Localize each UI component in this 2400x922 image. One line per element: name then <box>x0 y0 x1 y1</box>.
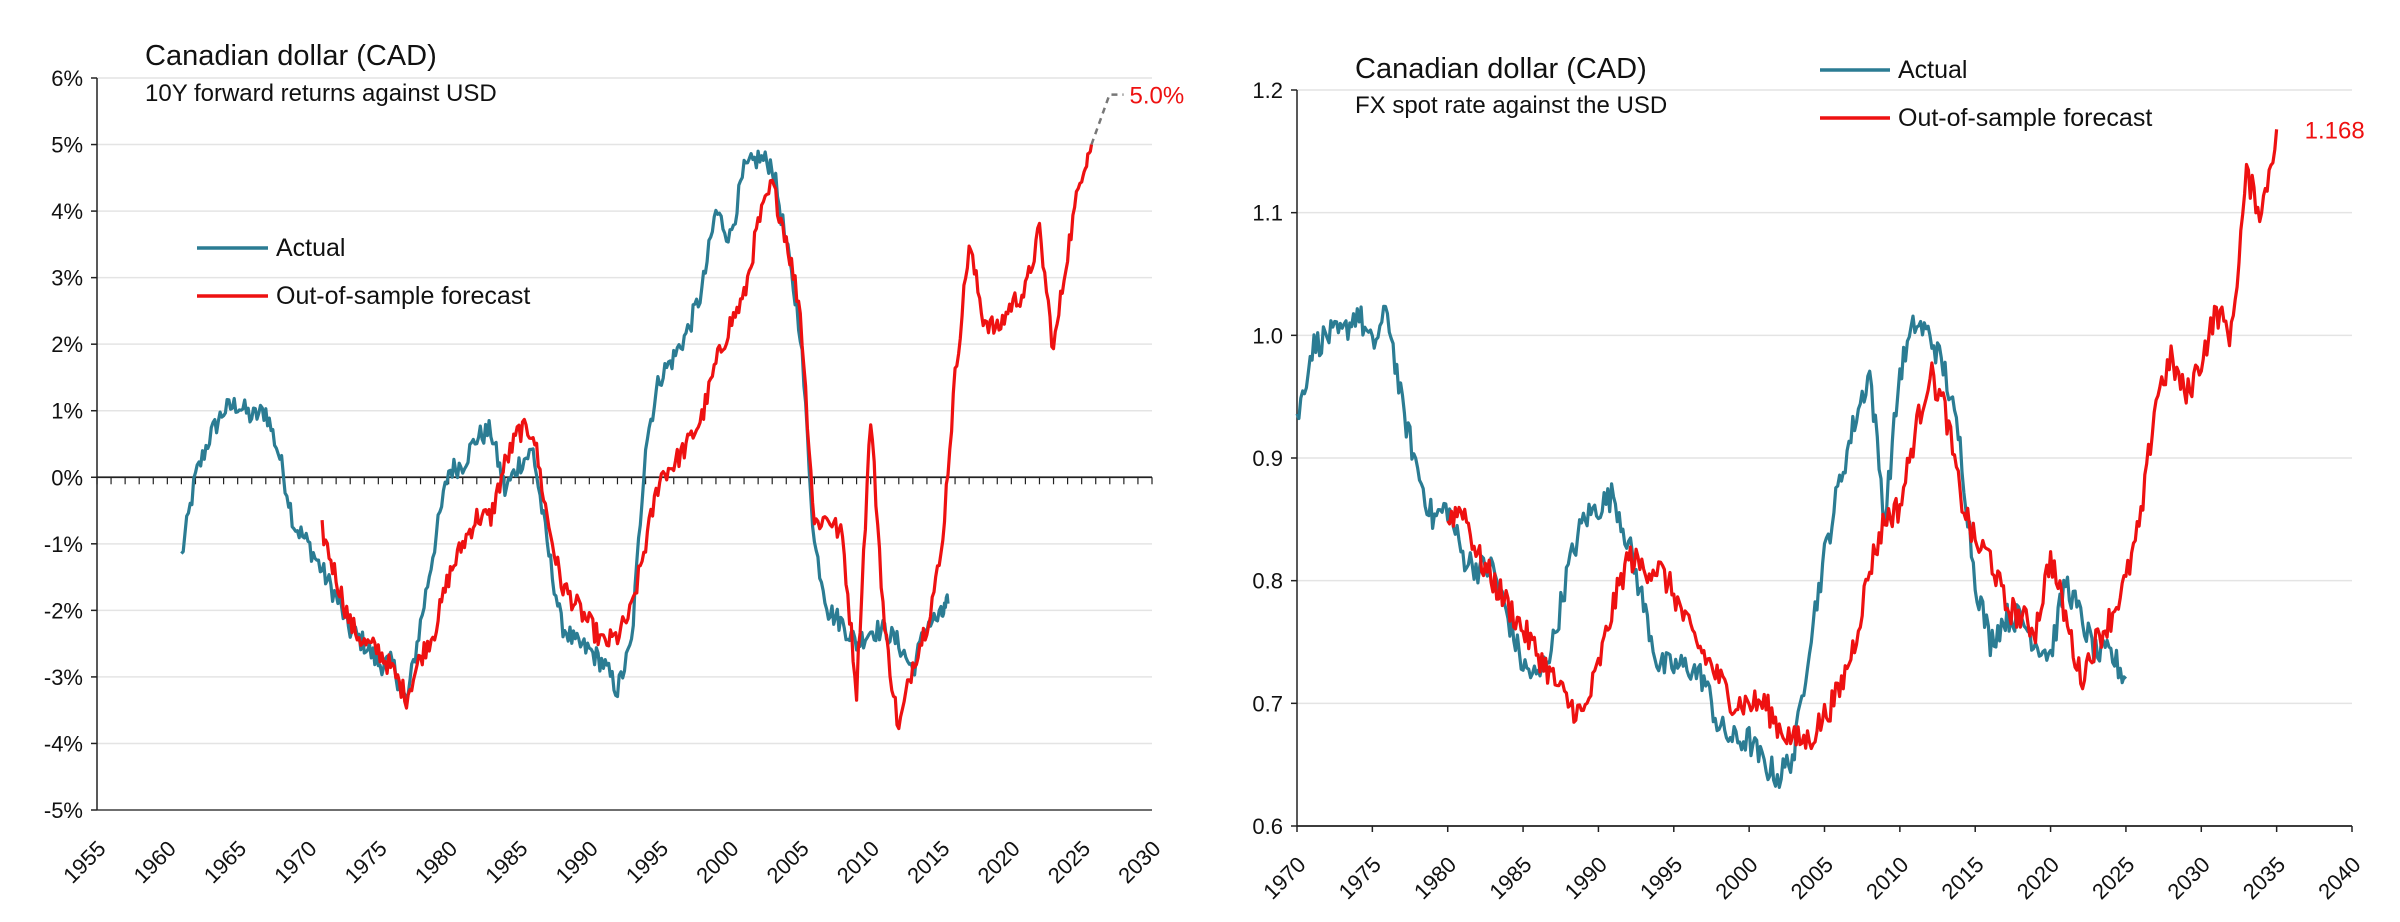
y-tick-label: 0.6 <box>1252 814 1283 839</box>
x-tick-label: 1955 <box>58 836 110 888</box>
y-tick-label: 0.8 <box>1252 569 1283 594</box>
chart-panel-spot: 0.6 0.7 0.8 0.9 1.0 1.1 1.2 1970 1975 1980 1985 199… <box>1200 0 2400 922</box>
y-tick-label: 0% <box>51 465 83 490</box>
x-tick-label: 1990 <box>1560 852 1612 904</box>
x-tick-label: 2020 <box>973 836 1025 888</box>
returns-axes <box>91 77 1153 811</box>
y-tick-label: 1.2 <box>1252 78 1283 103</box>
x-tick-label: 2030 <box>2163 852 2215 904</box>
chart-panel-returns: -5% -4% -3% -2% -1% 0% 1% 2% 3% 4% 5% 6% 1955 1960 196… <box>44 40 1185 888</box>
x-tick-label: 1995 <box>1635 852 1687 904</box>
returns-end-value-label: 5.0% <box>1130 83 1185 110</box>
y-tick-label: 2% <box>51 332 83 357</box>
spot-series <box>1295 129 2279 789</box>
x-tick-label: 1995 <box>621 836 673 888</box>
y-tick-label: 0.9 <box>1252 446 1283 471</box>
x-tick-label: 2025 <box>1043 836 1095 888</box>
spot-chart: 0.6 0.7 0.8 0.9 1.0 1.1 1.2 1970 1975 1980 1985 199… <box>1252 53 2365 904</box>
spot-chart-title: Canadian dollar (CAD) <box>1355 53 1647 85</box>
y-tick-label: 4% <box>51 199 83 224</box>
x-tick-label: 1985 <box>1484 852 1536 904</box>
series-line-forecast <box>320 144 1094 731</box>
legend-label-actual: Actual <box>1898 56 1967 84</box>
x-tick-label: 2005 <box>1786 852 1838 904</box>
y-tick-label: -5% <box>44 798 83 823</box>
x-tick-label: 1985 <box>480 836 532 888</box>
x-tick-label: 2035 <box>2238 852 2290 904</box>
spot-tick-labels: 0.6 0.7 0.8 0.9 1.0 1.1 1.2 1970 1975 1980 1985 199… <box>1252 78 2365 904</box>
legend-label-forecast: Out-of-sample forecast <box>1898 104 2152 132</box>
series-line-actual <box>1295 304 2128 789</box>
y-tick-label: -2% <box>44 598 83 623</box>
x-tick-label: 2000 <box>691 836 743 888</box>
x-tick-label: 2010 <box>1861 852 1913 904</box>
x-tick-label: 1975 <box>1334 852 1386 904</box>
y-tick-label: -4% <box>44 731 83 756</box>
y-tick-label: 1.1 <box>1252 201 1283 226</box>
x-tick-label: 1975 <box>340 836 392 888</box>
y-tick-label: 3% <box>51 266 83 291</box>
x-tick-label: 2040 <box>2313 852 2365 904</box>
x-tick-label: 1990 <box>551 836 603 888</box>
legend-label-actual: Actual <box>276 234 345 262</box>
x-tick-label: 1980 <box>1409 852 1461 904</box>
spot-axes <box>1291 89 2353 832</box>
y-tick-label: 1.0 <box>1252 323 1283 348</box>
returns-chart-title: Canadian dollar (CAD) <box>145 40 437 72</box>
series-line-forecast <box>1446 129 2279 751</box>
x-tick-label: 2025 <box>2087 852 2139 904</box>
x-tick-label: 2005 <box>762 836 814 888</box>
returns-chart: -5% -4% -3% -2% -1% 0% 1% 2% 3% 4% 5% 6% 1955 1960 196… <box>44 40 1185 888</box>
returns-chart-subtitle: 10Y forward returns against USD <box>145 80 497 107</box>
x-tick-label: 2015 <box>902 836 954 888</box>
x-tick-label: 2015 <box>1936 852 1988 904</box>
x-tick-label: 2020 <box>2012 852 2064 904</box>
x-tick-label: 2010 <box>832 836 884 888</box>
returns-legend: Actual Out-of-sample forecast <box>197 234 530 310</box>
returns-series <box>180 144 1094 731</box>
y-tick-label: -3% <box>44 665 83 690</box>
spot-end-value-label: 1.168 <box>2305 117 2365 144</box>
x-tick-label: 2030 <box>1113 836 1165 888</box>
y-tick-label: 6% <box>51 66 83 91</box>
spot-legend: Actual Out-of-sample forecast <box>1820 56 2152 132</box>
y-tick-label: 0.7 <box>1252 691 1283 716</box>
legend-label-forecast: Out-of-sample forecast <box>276 282 530 310</box>
returns-gridlines <box>97 77 1152 811</box>
y-tick-label: 5% <box>51 133 83 158</box>
x-tick-label: 1960 <box>129 836 181 888</box>
y-tick-label: 1% <box>51 399 83 424</box>
x-tick-label: 1980 <box>410 836 462 888</box>
x-tick-label: 1965 <box>199 836 251 888</box>
spot-chart-subtitle: FX spot rate against the USD <box>1355 92 1667 119</box>
series-line-actual <box>180 149 950 702</box>
x-tick-label: 1970 <box>269 836 321 888</box>
x-tick-label: 1970 <box>1258 852 1310 904</box>
x-tick-label: 2000 <box>1710 852 1762 904</box>
returns-end-leader-line <box>1090 93 1124 145</box>
y-tick-label: -1% <box>44 532 83 557</box>
